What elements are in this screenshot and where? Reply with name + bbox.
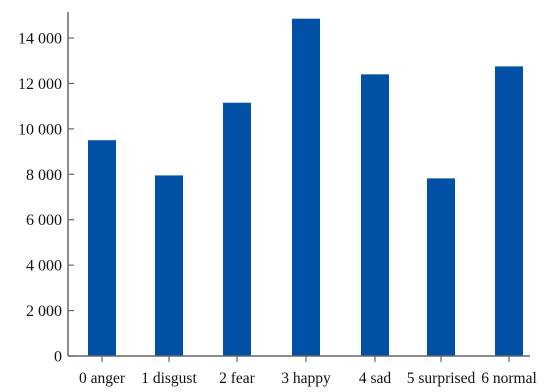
y-tick-label-3: 6 000: [26, 212, 62, 229]
y-axis: 0 2 000 4 000 6 000 8 000 10 000 12 000 14 000: [18, 12, 74, 366]
x-tick-label-1: 1 disgust: [141, 370, 197, 387]
y-tick-label-1: 2 000: [26, 303, 62, 320]
bar-2: [223, 102, 251, 356]
y-tick-label-7: 14 000: [18, 31, 62, 48]
x-tick-label-3: 3 happy: [281, 370, 331, 387]
x-tick-label-0: 0 anger: [79, 370, 126, 387]
bar-1: [155, 175, 183, 356]
x-tick-label-5: 5 surprised: [407, 370, 476, 387]
bar-6: [495, 66, 523, 357]
y-tick-label-4: 8 000: [26, 167, 62, 184]
y-tick-label-6: 12 000: [18, 76, 62, 93]
y-tick-label-2: 4 000: [26, 258, 62, 275]
bar-0: [88, 140, 116, 356]
bars-group: [88, 18, 523, 357]
bar-5: [427, 178, 455, 356]
x-tick-label-2: 2 fear: [219, 370, 256, 387]
y-tick-label-0: 0: [54, 349, 62, 366]
x-axis: 0 anger 1 disgust 2 fear 3 happy 4 sad 5 surp…: [68, 355, 537, 387]
bar-3: [292, 18, 320, 356]
y-tick-label-5: 10 000: [18, 121, 62, 138]
bar-4: [361, 74, 389, 356]
x-tick-label-4: 4 sad: [359, 370, 392, 387]
x-tick-label-6: 6 normal: [481, 370, 537, 387]
